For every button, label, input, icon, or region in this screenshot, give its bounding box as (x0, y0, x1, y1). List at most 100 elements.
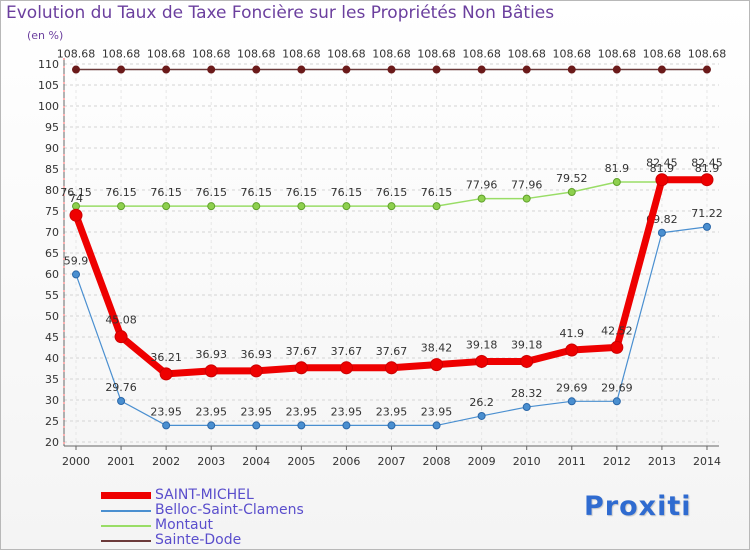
data-label: 28.32 (511, 387, 543, 400)
data-label: 108.68 (57, 48, 96, 61)
data-point (520, 354, 534, 368)
data-label: 76.15 (60, 186, 92, 199)
series-sainte-dode: 108.68 108.68 108.68 108.68 108.68 108.68 108.… (57, 48, 726, 74)
data-label: 76.15 (286, 186, 318, 199)
data-label: 41.9 (560, 327, 585, 340)
y-tick-label: 85 (45, 163, 59, 176)
x-tick-label: 2000 (62, 455, 90, 468)
y-tick-label: 90 (45, 142, 59, 155)
y-tick-label: 50 (45, 310, 59, 323)
data-label: 45.08 (105, 314, 137, 327)
data-point (207, 65, 216, 74)
data-label: 108.68 (507, 48, 546, 61)
data-point (159, 367, 173, 381)
x-tick-label: 2004 (242, 455, 270, 468)
data-point (114, 330, 128, 344)
data-label: 81.9 (605, 162, 630, 175)
data-point (162, 421, 171, 430)
data-label: 29.76 (105, 381, 137, 394)
chart-title: Evolution du Taux de Taxe Foncière sur l… (6, 3, 555, 23)
data-label: 37.67 (286, 345, 318, 358)
data-label: 108.68 (417, 48, 456, 61)
data-point (612, 65, 621, 74)
data-point (294, 361, 308, 375)
data-label: 38.42 (421, 342, 453, 355)
data-point (612, 178, 621, 187)
y-tick-label: 105 (38, 79, 59, 92)
grid-lines: 20 25 30 35 40 45 50 55 60 65 70 75 80 85 90 95 100 105 11… (38, 58, 719, 449)
data-point (252, 65, 261, 74)
legend-label: Belloc-Saint-Clamens (155, 502, 304, 518)
x-tick-label: 2001 (107, 455, 135, 468)
series-montaut: 76.15 76.15 76.15 76.15 76.15 76.15 76.15 76.15… (60, 162, 719, 211)
data-label: 23.95 (241, 405, 273, 418)
legend-item: Sainte-Dode (101, 533, 304, 548)
data-point (522, 65, 531, 74)
data-point (117, 202, 126, 211)
data-label: 76.15 (150, 186, 182, 199)
data-label: 23.95 (421, 405, 453, 418)
data-point (249, 364, 263, 378)
y-tick-label: 100 (38, 100, 59, 113)
data-point (69, 208, 83, 222)
data-point (612, 397, 621, 406)
data-label: 36.21 (150, 351, 182, 364)
data-point (297, 202, 306, 211)
data-point (117, 397, 126, 406)
legend-item: SAINT-MICHEL (101, 488, 304, 503)
x-tick-label: 2012 (603, 455, 631, 468)
data-label: 42.52 (601, 324, 633, 337)
proxiti-logo: Proxiti (584, 491, 692, 522)
legend-swatch (101, 539, 151, 542)
data-point (477, 411, 486, 420)
data-point (207, 202, 216, 211)
data-point (702, 65, 711, 74)
data-point (342, 202, 351, 211)
data-label: 108.68 (102, 48, 141, 61)
legend-item: Belloc-Saint-Clamens (101, 503, 304, 518)
data-point (207, 421, 216, 430)
legend-swatch (101, 492, 151, 499)
data-label: 23.95 (376, 405, 408, 418)
data-point (162, 65, 171, 74)
data-label: 108.68 (643, 48, 682, 61)
data-point (657, 228, 666, 237)
data-point (432, 421, 441, 430)
series-belloc-saint-clamens: 59.9 29.76 23.95 23.95 23.95 23.95 23.95 23.95 2… (64, 207, 723, 430)
y-tick-label: 55 (45, 289, 59, 302)
data-label: 36.93 (195, 348, 227, 361)
data-point (204, 364, 218, 378)
legend-swatch (101, 509, 151, 512)
data-label: 37.67 (331, 345, 363, 358)
y-tick-label: 95 (45, 121, 59, 134)
data-label: 108.68 (327, 48, 366, 61)
data-label: 108.68 (147, 48, 186, 61)
data-point (477, 194, 486, 203)
data-label: 76.15 (376, 186, 408, 199)
data-label: 108.68 (192, 48, 231, 61)
series-saint-michel: 74 45.08 36.21 36.93 36.93 37.67 37.67 37.67 38.… (69, 157, 723, 381)
data-label: 77.96 (511, 179, 543, 192)
legend-label: SAINT-MICHEL (155, 487, 254, 503)
x-tick-label: 2008 (423, 455, 451, 468)
data-point (297, 421, 306, 430)
data-point (522, 194, 531, 203)
data-point (522, 403, 531, 412)
data-point (657, 65, 666, 74)
data-label: 79.52 (556, 172, 588, 185)
x-tick-label: 2011 (558, 455, 586, 468)
legend-item: Montaut (101, 518, 304, 533)
x-tick-label: 2013 (648, 455, 676, 468)
data-point (567, 65, 576, 74)
data-point (162, 202, 171, 211)
data-label: 23.95 (286, 405, 318, 418)
data-point (342, 65, 351, 74)
data-point (339, 361, 353, 375)
data-point (430, 358, 444, 372)
data-label: 82.45 (646, 157, 678, 170)
y-tick-label: 80 (45, 184, 59, 197)
x-tick-label: 2002 (152, 455, 180, 468)
data-label: 76.15 (331, 186, 363, 199)
data-label: 82.45 (691, 157, 723, 170)
